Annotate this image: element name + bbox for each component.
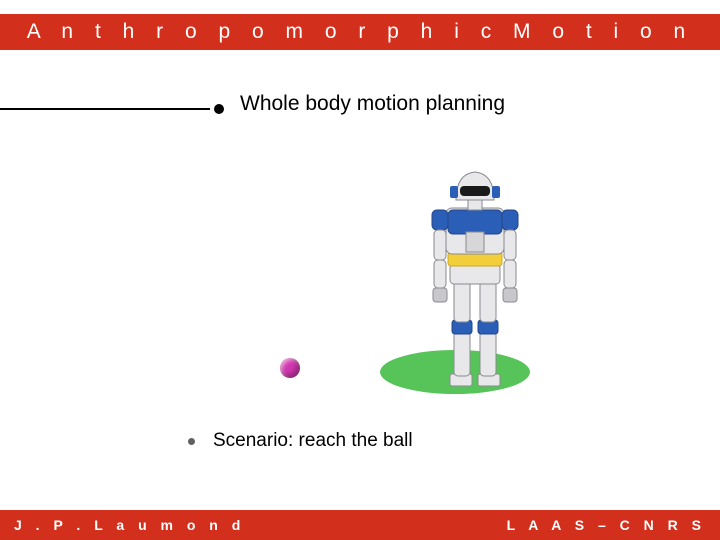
bullet-text: Scenario: reach the ball bbox=[213, 430, 413, 452]
footer-bar: J . P . L a u m o n d L A A S – C N R S bbox=[0, 510, 720, 540]
title-underline bbox=[0, 108, 210, 110]
slide: A n t h r o p o m o r p h i c M o t i o … bbox=[0, 0, 720, 540]
section-title: Whole body motion planning bbox=[240, 92, 505, 116]
robot-icon bbox=[420, 160, 530, 390]
figure-area bbox=[180, 150, 600, 410]
title-underline-dot bbox=[214, 104, 224, 114]
bullet-dot-icon bbox=[188, 438, 195, 445]
bullet-row: Scenario: reach the ball bbox=[188, 430, 413, 452]
footer-affiliation: L A A S – C N R S bbox=[507, 517, 706, 533]
footer-author: J . P . L a u m o n d bbox=[14, 517, 245, 533]
header-bar: A n t h r o p o m o r p h i c M o t i o … bbox=[0, 14, 720, 50]
target-ball bbox=[280, 358, 300, 378]
header-title: A n t h r o p o m o r p h i c M o t i o … bbox=[27, 20, 693, 44]
